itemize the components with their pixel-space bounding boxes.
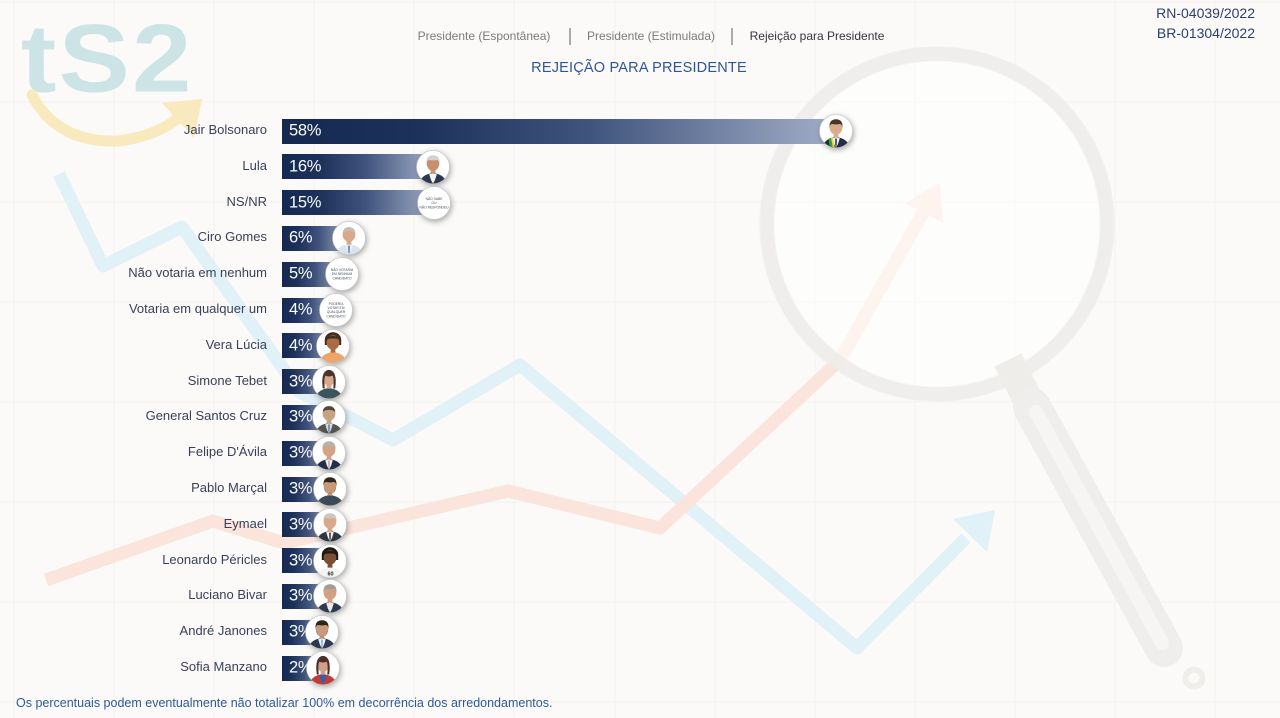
svg-text:OU: OU [432,201,438,205]
svg-text:60: 60 [327,571,333,577]
svg-text:PODERIA: PODERIA [329,302,345,306]
svg-text:QUALQUER: QUALQUER [327,310,346,314]
svg-text:EM NENHUM: EM NENHUM [332,272,353,276]
svg-text:CANDIDATO: CANDIDATO [332,276,352,280]
svg-text:VOTAR EM: VOTAR EM [328,306,345,310]
svg-text:NÃO SABE: NÃO SABE [426,195,444,200]
svg-text:CANDIDATO: CANDIDATO [326,314,346,318]
svg-text:tS2: tS2 [21,4,194,112]
svg-text:NÃO RESPONDEU: NÃO RESPONDEU [420,204,450,209]
svg-text:NÃO VOTARIA: NÃO VOTARIA [331,267,354,272]
